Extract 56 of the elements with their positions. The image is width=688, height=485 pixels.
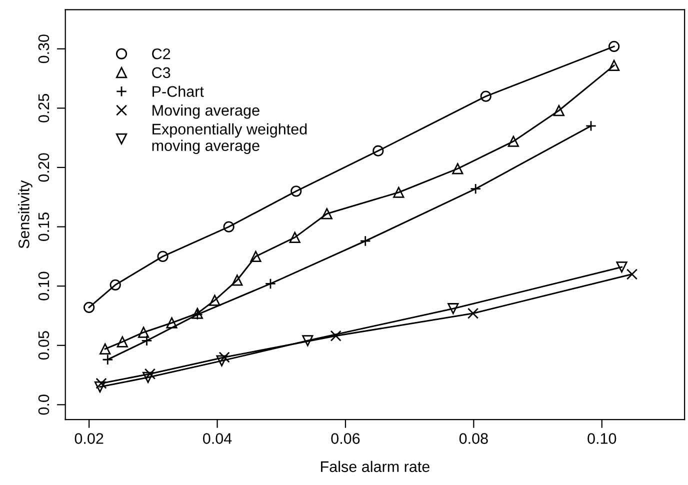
y-tick-label: 0.05 — [38, 331, 50, 360]
legend-label: Moving average — [152, 104, 260, 119]
x-tick-label: 0.06 — [331, 433, 360, 444]
legend-label: C3 — [152, 67, 170, 78]
point — [223, 221, 234, 232]
legend-label: Exponentially weighted moving average — [152, 123, 307, 154]
point — [585, 120, 597, 132]
point — [116, 336, 128, 348]
point — [302, 335, 314, 346]
point — [289, 232, 300, 243]
point — [94, 381, 106, 392]
x-axis-title: False alarm rate — [321, 460, 430, 472]
point — [321, 208, 332, 220]
point — [553, 104, 564, 116]
point — [216, 355, 228, 366]
point — [138, 326, 150, 338]
point — [626, 268, 638, 280]
point — [100, 343, 111, 355]
point — [232, 274, 243, 286]
x-tick-label: 0.02 — [74, 433, 104, 444]
legend-label: P-Chart — [152, 86, 204, 97]
x-tick-label: 0.08 — [459, 433, 488, 444]
x-tick-label: 0.04 — [203, 433, 232, 444]
point — [608, 60, 620, 72]
point — [330, 330, 342, 342]
point — [144, 368, 156, 380]
y-tick-label: 0.0 — [38, 394, 50, 415]
point — [290, 186, 302, 197]
point — [360, 235, 371, 247]
point — [508, 136, 519, 147]
point — [393, 186, 404, 198]
point — [480, 90, 492, 102]
point — [96, 378, 107, 389]
y-axis-title: Sensitivity — [18, 180, 32, 248]
point — [142, 372, 154, 383]
point — [616, 262, 628, 273]
point — [608, 40, 620, 52]
y-tick-label: 0.20 — [38, 153, 50, 182]
point — [110, 279, 121, 290]
y-tick-label: 0.10 — [38, 272, 50, 300]
point — [452, 163, 464, 174]
y-tick-label: 0.30 — [38, 34, 50, 64]
point — [448, 303, 459, 314]
x-tick-label: 0.10 — [588, 433, 616, 444]
y-tick-label: 0.15 — [38, 212, 50, 242]
point — [102, 354, 114, 366]
point — [250, 250, 262, 262]
y-tick-label: 0.25 — [38, 94, 50, 122]
point — [372, 145, 384, 156]
point — [218, 352, 230, 363]
point — [166, 317, 178, 328]
point — [157, 250, 168, 262]
point — [84, 302, 95, 313]
point — [209, 294, 220, 306]
point — [467, 308, 479, 319]
legend-label: C2 — [152, 48, 170, 60]
